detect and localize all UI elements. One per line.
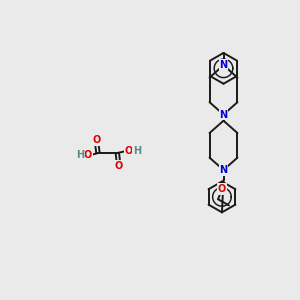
Text: N: N <box>219 165 228 175</box>
Text: O: O <box>92 135 101 145</box>
Text: N: N <box>219 110 228 119</box>
Text: O: O <box>125 146 133 156</box>
Text: O: O <box>115 161 123 171</box>
Text: O: O <box>218 184 226 194</box>
Text: N: N <box>219 60 228 70</box>
Text: O: O <box>84 150 92 160</box>
Text: H: H <box>76 150 84 160</box>
Text: H: H <box>133 146 141 156</box>
